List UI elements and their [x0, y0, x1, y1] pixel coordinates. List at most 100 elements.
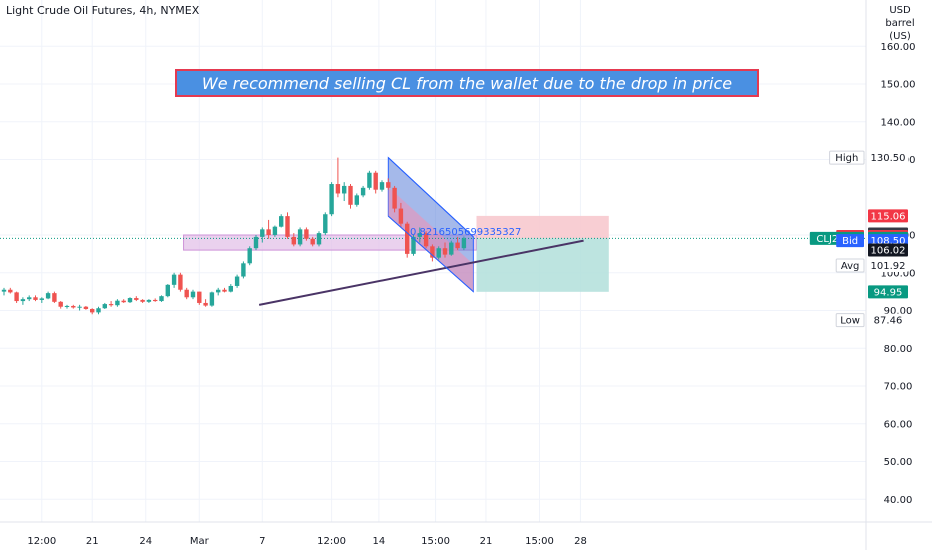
time-tick-label: 21 [480, 536, 493, 547]
candle-body [102, 304, 107, 309]
candle-body [373, 172, 378, 190]
price-tag-value: 101.92 [871, 261, 906, 272]
price-tag-value: 94.95 [874, 287, 903, 298]
candle-body [71, 305, 76, 308]
channel-lower-line [387, 215, 474, 292]
candle-body [310, 238, 315, 245]
candles [1, 157, 467, 315]
price-tag-value: 87.46 [874, 316, 903, 327]
drawing-overlays[interactable] [258, 157, 584, 306]
candle-body [1, 289, 7, 292]
candle-body [379, 182, 385, 190]
candle-body [253, 236, 259, 249]
candle-body [367, 172, 372, 188]
price-tick-label: 70.00 [884, 382, 913, 393]
candle-body [291, 236, 296, 245]
price-tag-value: 130.50 [871, 153, 906, 164]
candle-body [64, 305, 70, 307]
candle-body [90, 308, 95, 313]
candle-body [442, 248, 448, 255]
take-profit-zone [476, 238, 609, 292]
candle-body [342, 185, 347, 194]
candle-body [14, 292, 19, 302]
candle-body [360, 187, 366, 196]
price-tag-label: High [835, 153, 858, 164]
candle-body [222, 289, 227, 292]
price-tag-value-bg [868, 209, 908, 223]
stop-loss-zone [476, 215, 609, 239]
candle-body [178, 274, 183, 290]
candle-body [392, 187, 397, 209]
candle-body [228, 285, 233, 292]
time-tick-label: 28 [574, 536, 587, 547]
price-tag-value: 115.06 [871, 211, 906, 222]
candle-body [127, 298, 133, 303]
price-tick-label: 100.00 [881, 268, 916, 279]
price-tag-label-bg [835, 313, 865, 328]
candle-body [190, 291, 196, 298]
candle-body [45, 293, 51, 299]
candle-body [33, 297, 38, 300]
candle-body [430, 246, 435, 258]
symbol-title[interactable]: Light Crude Oil Futures, 4h, NYMEX [6, 4, 200, 17]
candle-body [216, 289, 221, 293]
candle-body [171, 274, 177, 285]
currency-label: USD [889, 5, 911, 16]
candle-body [184, 289, 189, 298]
candle-body [159, 296, 164, 302]
unit-label: barrel (US) [885, 18, 915, 42]
candle-body [272, 226, 278, 235]
time-tick-label: 15:00 [421, 536, 450, 547]
candle-body [411, 236, 416, 254]
time-tick-label: 21 [86, 536, 99, 547]
time-axis[interactable]: 12:00 21 24 Mar 7 12:00 14 15:00 21 15:00 28 [27, 536, 586, 547]
candle-body [436, 248, 441, 258]
candle-body [96, 308, 101, 313]
price-tag-value-bg [868, 259, 908, 273]
candle-body [203, 302, 208, 306]
candle-body [108, 304, 114, 306]
candle-body [335, 184, 341, 194]
price-tag-value-bg [868, 151, 908, 165]
candle-body [39, 298, 44, 300]
candle-body [266, 229, 271, 235]
candle-body [405, 223, 410, 254]
channel-upper-line [387, 157, 474, 238]
candle-body [348, 185, 353, 205]
annotation-banner[interactable]: We recommend selling CL from the wallet … [175, 69, 759, 97]
candle-body [260, 229, 265, 237]
price-tick-label: 90.00 [884, 306, 913, 317]
time-tick-label: 14 [372, 536, 385, 547]
price-tick-label: 60.00 [884, 419, 913, 430]
candle-body [354, 195, 359, 205]
price-tick-label: 160.00 [881, 42, 916, 53]
price-tag-label: Low [840, 316, 860, 327]
price-tag-value-bg [868, 285, 908, 299]
candle-body [197, 291, 202, 303]
price-tick-label: 140.00 [881, 117, 916, 128]
candle-body [234, 276, 240, 286]
candle-body [77, 306, 82, 308]
candle-body [140, 299, 145, 302]
candle-body [27, 297, 32, 300]
time-tick-label: 24 [139, 536, 152, 547]
candle-body [247, 248, 252, 264]
candle-body [461, 238, 467, 249]
price-tick-label: 150.00 [881, 80, 916, 91]
time-tick-label: 7 [259, 536, 265, 547]
annotation-box [175, 69, 759, 97]
candle-body [285, 216, 290, 237]
time-tick-label: 15:00 [525, 536, 554, 547]
annotation-text: We recommend selling CL from the wallet … [202, 74, 732, 93]
candle-body [279, 216, 284, 227]
candle-body [417, 233, 422, 237]
price-tag-label-bg [836, 234, 864, 248]
price-tick-label: 80.00 [884, 344, 913, 355]
price-tag-value-bg [868, 243, 908, 257]
candle-body [323, 214, 328, 234]
price-tag-value: 106.02 [871, 246, 906, 257]
price-tick-label: 40.00 [884, 495, 913, 506]
currency-unit[interactable]: USD barrel (US) [874, 4, 926, 43]
candle-body [297, 229, 303, 245]
